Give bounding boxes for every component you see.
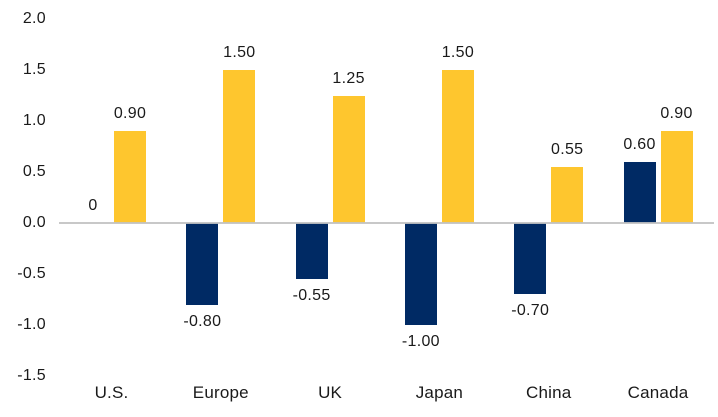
zero-axis-line <box>59 222 714 224</box>
y-axis-tick-label: 1.5 <box>22 61 46 78</box>
bar-gold-us <box>114 131 146 223</box>
bar-navy-canada <box>623 161 656 223</box>
data-label-navy-uk: -0.55 <box>292 287 331 305</box>
category-label-canada: Canada <box>627 383 689 402</box>
data-label-navy-japan: -1.00 <box>401 333 440 350</box>
bar-navy-japan <box>404 223 437 325</box>
bar-gold-europe <box>223 70 256 223</box>
y-axis-tick-label: 1.0 <box>22 112 46 129</box>
y-axis-tick-label: 0.5 <box>22 163 46 180</box>
data-label-gold-china: 0.55 <box>551 140 584 158</box>
category-label-china: China <box>525 383 572 402</box>
data-label-navy-canada: 0.60 <box>623 135 656 153</box>
y-axis-tick-label: 0.0 <box>22 214 46 231</box>
y-axis-tick-label: -1.5 <box>17 367 46 384</box>
data-label-navy-china: -0.70 <box>511 302 550 320</box>
data-label-gold-us: 0.90 <box>113 105 147 123</box>
category-label-japan: Japan <box>415 383 464 402</box>
bar-gold-japan <box>441 70 474 223</box>
data-label-navy-europe: -0.80 <box>183 312 222 330</box>
bar-gold-uk <box>332 95 365 223</box>
y-axis-tick-label: -1.0 <box>17 316 46 333</box>
bar-navy-europe <box>186 223 219 305</box>
bar-gold-china <box>551 166 584 223</box>
bar-gold-canada <box>660 131 693 223</box>
category-label-europe: Europe <box>192 383 249 402</box>
bar-navy-china <box>514 223 547 295</box>
category-label-us: U.S. <box>94 383 129 402</box>
y-axis-tick-label: -0.5 <box>17 265 46 282</box>
data-label-gold-japan: 1.50 <box>441 44 475 61</box>
category-label-uk: UK <box>318 383 343 402</box>
data-label-navy-us: 0 <box>88 197 98 214</box>
data-label-gold-uk: 1.25 <box>332 69 365 87</box>
bar-navy-uk <box>295 223 328 280</box>
data-label-gold-europe: 1.50 <box>223 44 256 61</box>
data-label-gold-canada: 0.90 <box>660 105 693 123</box>
y-axis-tick-label: 2.0 <box>22 10 46 27</box>
